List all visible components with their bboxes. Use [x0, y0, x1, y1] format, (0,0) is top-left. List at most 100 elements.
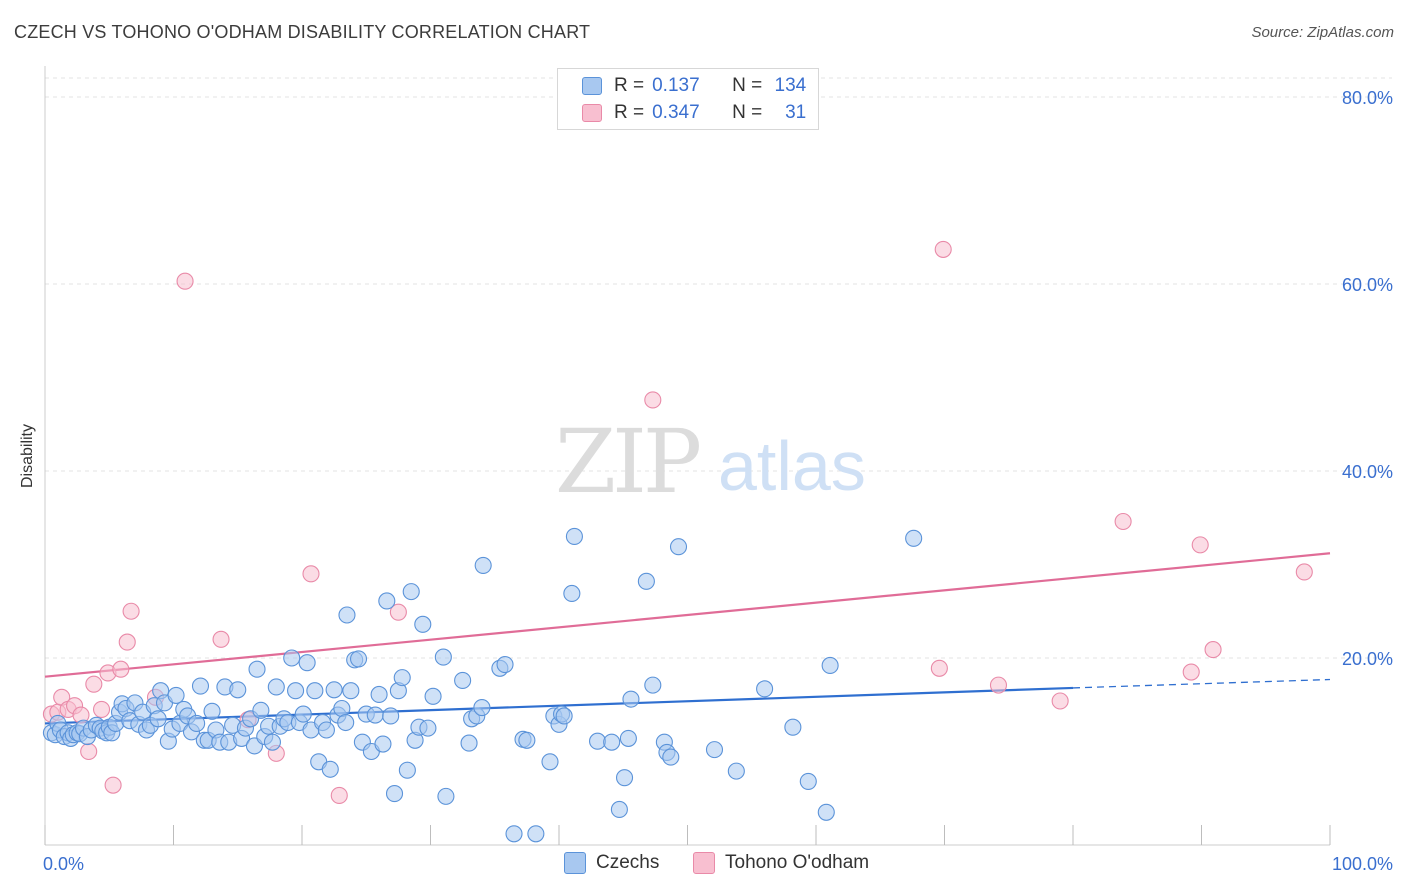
czech-point	[474, 556, 492, 574]
czech-trend-extension	[1072, 678, 1331, 689]
tohono-point	[302, 565, 320, 583]
tohono-point	[1182, 663, 1200, 681]
czech-point	[419, 719, 437, 737]
czech-point	[473, 699, 491, 717]
czech-point	[437, 787, 455, 805]
czech-point	[366, 706, 384, 724]
czech-point	[518, 731, 536, 749]
czech-point	[705, 741, 724, 759]
czech-point	[784, 718, 802, 736]
czech-point	[610, 800, 628, 819]
czech-point	[248, 660, 266, 678]
czech-point	[337, 713, 355, 732]
tohono-point	[644, 391, 662, 409]
czech-point	[349, 650, 368, 668]
czech-point	[385, 785, 404, 803]
czech-point	[555, 707, 573, 725]
czech-point	[317, 721, 335, 739]
czech-point	[287, 682, 305, 700]
r-value: 0.347	[652, 102, 700, 123]
czech-point	[541, 753, 559, 771]
czech-point	[527, 825, 545, 843]
czech-point	[603, 733, 621, 751]
czech-point	[434, 648, 452, 666]
czech-point	[321, 760, 339, 778]
czech-point	[298, 654, 316, 672]
czech-point	[402, 583, 420, 601]
czech-point	[454, 671, 472, 689]
tohono-point	[1191, 536, 1209, 554]
tohono-point	[112, 660, 130, 678]
x-tick-label: 100.0%	[1332, 854, 1393, 874]
czech-point	[374, 735, 392, 753]
czech-point	[756, 680, 774, 698]
czech-point	[588, 732, 607, 750]
czech-point	[669, 538, 688, 556]
czech-point	[505, 825, 523, 843]
y-tick-label: 60.0%	[1342, 275, 1393, 295]
tohono-point	[92, 700, 111, 718]
czech-point	[817, 803, 835, 821]
tohono-point	[1114, 512, 1132, 531]
r-label: R =	[614, 75, 645, 96]
czech-point	[378, 592, 396, 610]
legend-item-czechs[interactable]: Czechs	[564, 852, 659, 874]
czech-point	[662, 748, 680, 766]
czechs-swatch	[564, 852, 586, 874]
tick-labels: 20.0% 40.0% 60.0% 80.0% 0.0% 100.0%	[43, 88, 1393, 874]
czech-point	[342, 682, 360, 700]
chart-title: CZECH VS TOHONO O'ODHAM DISABILITY CORRE…	[14, 22, 591, 42]
tohono-point	[989, 676, 1008, 694]
czech-point	[149, 710, 167, 728]
czech-point	[263, 733, 281, 751]
czech-point	[370, 685, 388, 704]
czech-point	[565, 527, 583, 546]
watermark-zip: ZIP	[555, 410, 700, 513]
czech-point	[393, 669, 411, 687]
czech-point	[167, 686, 185, 704]
tohono-swatch	[693, 852, 715, 874]
r-value: 0.137	[652, 75, 700, 96]
r-label: R =	[614, 102, 645, 123]
tohono-point	[1204, 641, 1222, 659]
czech-point	[252, 701, 270, 719]
czech-point	[398, 761, 416, 779]
czech-point	[325, 681, 343, 699]
czech-point	[414, 615, 432, 633]
czech-point	[496, 655, 514, 674]
legend-label-czechs: Czechs	[596, 852, 660, 873]
czech-point	[283, 649, 301, 667]
watermark-atlas: atlas	[718, 427, 866, 505]
tohono-point	[330, 786, 348, 804]
czech-point	[563, 584, 581, 603]
tohono-trend-line	[44, 552, 1331, 678]
czech-point	[229, 681, 247, 699]
tohono-point	[118, 633, 136, 651]
data-points	[42, 240, 1313, 843]
czech-point	[644, 676, 662, 694]
legend-item-tohono[interactable]: Tohono O'odham	[693, 852, 869, 874]
legend-row-tohono: R = 0.347 N = 31	[582, 101, 806, 125]
legend-row-czech: R = 0.137 N = 134	[582, 74, 806, 98]
tohono-point	[80, 742, 98, 761]
czech-point	[905, 529, 923, 547]
tohono-point	[104, 776, 122, 794]
n-value: 134	[774, 75, 807, 96]
czech-point	[382, 707, 400, 725]
watermark: ZIP atlas	[555, 410, 866, 513]
source-credit: Source: ZipAtlas.com	[1251, 24, 1394, 41]
czech-point	[333, 699, 351, 718]
czech-point	[622, 690, 640, 708]
czech-point	[294, 705, 312, 723]
n-value: 31	[785, 102, 807, 123]
y-tick-label: 20.0%	[1342, 649, 1393, 669]
czech-point	[619, 729, 637, 747]
tohono-point	[934, 240, 952, 258]
correlation-legend: R = 0.137 N = 134 R = 0.347 N = 31	[557, 68, 819, 130]
czech-point	[637, 572, 655, 590]
tohono-point	[389, 603, 407, 621]
tohono-swatch	[582, 104, 602, 122]
tohono-point	[930, 659, 948, 677]
tohono-point	[1051, 692, 1069, 710]
